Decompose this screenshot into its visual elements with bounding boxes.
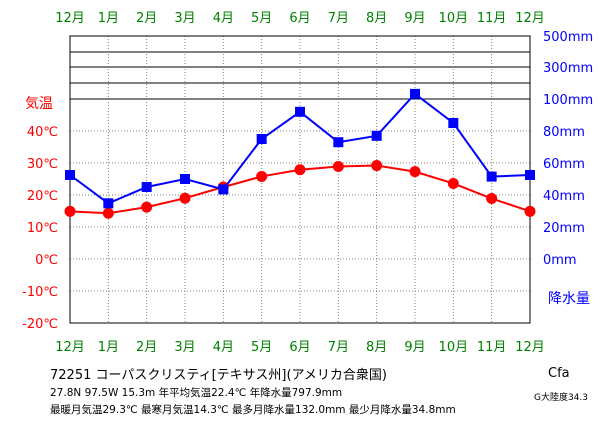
precipitation-tick-label: 300mm [543, 61, 593, 76]
temperature-point [179, 192, 191, 204]
temperature-point [332, 161, 344, 173]
month-label: 4月 [213, 11, 234, 26]
precipitation-tick-label: 80mm [543, 125, 585, 140]
precipitation-point [141, 182, 152, 192]
temperature-axis-ticks: 40℃ 30℃ 20℃ 10℃ 0℃ -10℃ -20℃ [22, 125, 58, 332]
temperature-point [371, 160, 383, 172]
temperature-point [102, 207, 114, 219]
month-label: 7月 [328, 11, 349, 26]
month-label: 8月 [366, 340, 387, 355]
temperature-tick-label: 10℃ [27, 221, 58, 236]
month-label: 2月 [136, 11, 157, 26]
precipitation-tick-label: 20mm [543, 221, 585, 236]
precipitation-tick-label: 60mm [543, 157, 585, 172]
month-label: 12月 [55, 340, 85, 355]
month-label: 12月 [515, 11, 545, 26]
month-label: 1月 [98, 11, 119, 26]
month-labels-bottom: 12月 1月 2月 3月 4月 5月 6月 7月 8月 9月 10月 11月 12月 [55, 340, 545, 355]
month-label: 3月 [174, 340, 195, 355]
temperature-point [141, 201, 153, 213]
precipitation-tick-label: 500mm [543, 30, 593, 45]
temperature-point [256, 170, 268, 182]
month-label: 5月 [251, 340, 272, 355]
temperature-point [409, 166, 421, 178]
temperature-tick-label: -20℃ [22, 317, 58, 332]
temperature-point [294, 164, 306, 176]
month-label: 9月 [404, 11, 425, 26]
month-label: 5月 [251, 11, 272, 26]
temperature-tick-label: 30℃ [27, 157, 58, 172]
climate-classification: Cfa [548, 366, 570, 381]
grid-lines [70, 36, 530, 323]
temperature-tick-label: 40℃ [27, 125, 58, 140]
month-label: 6月 [289, 11, 310, 26]
temperature-tick-label: 0℃ [35, 253, 58, 268]
precipitation-point [525, 170, 535, 180]
temperature-point [486, 193, 498, 205]
precipitation-point [65, 170, 75, 180]
month-label: 11月 [477, 11, 507, 26]
precipitation-point [218, 184, 229, 195]
precipitation-series [65, 88, 535, 209]
month-label: 8月 [366, 11, 387, 26]
temperature-axis-label: 気温 [25, 96, 53, 112]
temperature-tick-label: -10℃ [22, 285, 58, 300]
month-label: 2月 [136, 340, 157, 355]
precipitation-tick-label: 40mm [543, 189, 585, 204]
temperature-point [524, 205, 536, 217]
precipitation-point [410, 88, 420, 99]
month-label: 10月 [439, 340, 469, 355]
precipitation-tick-label: 100mm [543, 93, 593, 108]
station-title: 72251 コーパスクリスティ[テキサス州](アメリカ合衆国) [50, 368, 387, 383]
precipitation-point [295, 106, 305, 117]
month-label: 1月 [98, 340, 119, 355]
month-label: 6月 [289, 340, 310, 355]
continentality-index: G大陸度34.3 [534, 393, 589, 403]
precipitation-point [448, 118, 459, 128]
precipitation-point [371, 130, 382, 141]
month-labels-top: 12月 1月 2月 3月 4月 5月 6月 7月 8月 9月 10月 11月 12月 [55, 11, 545, 26]
month-label: 10月 [439, 11, 469, 26]
month-label: 12月 [515, 340, 545, 355]
temperature-tick-label: 20℃ [27, 189, 58, 204]
month-label: 4月 [213, 340, 234, 355]
month-label: 12月 [55, 11, 85, 26]
temperature-point [64, 205, 76, 217]
precipitation-axis-ticks: 500mm 300mm 100mm 80mm 60mm 40mm 20mm 0mm [543, 30, 593, 268]
precipitation-axis-label: 降水量 [548, 291, 590, 307]
month-label: 9月 [404, 340, 425, 355]
precipitation-point [256, 134, 267, 144]
precipitation-point [486, 171, 497, 182]
month-label: 3月 [174, 11, 195, 26]
station-stats-line2: 最暖月気温29.3℃ 最寒月気温14.3℃ 最多月降水量132.0mm 最少月降… [50, 404, 456, 416]
station-stats-line1: 27.8N 97.5W 15.3m 年平均気温22.4℃ 年降水量797.9mm [50, 387, 343, 399]
month-label: 7月 [328, 340, 349, 355]
precipitation-tick-label: 0mm [543, 253, 577, 268]
temperature-point [447, 177, 459, 189]
precipitation-point [180, 174, 190, 184]
precipitation-point [333, 137, 344, 148]
month-label: 11月 [477, 340, 507, 355]
precipitation-point [103, 198, 114, 209]
